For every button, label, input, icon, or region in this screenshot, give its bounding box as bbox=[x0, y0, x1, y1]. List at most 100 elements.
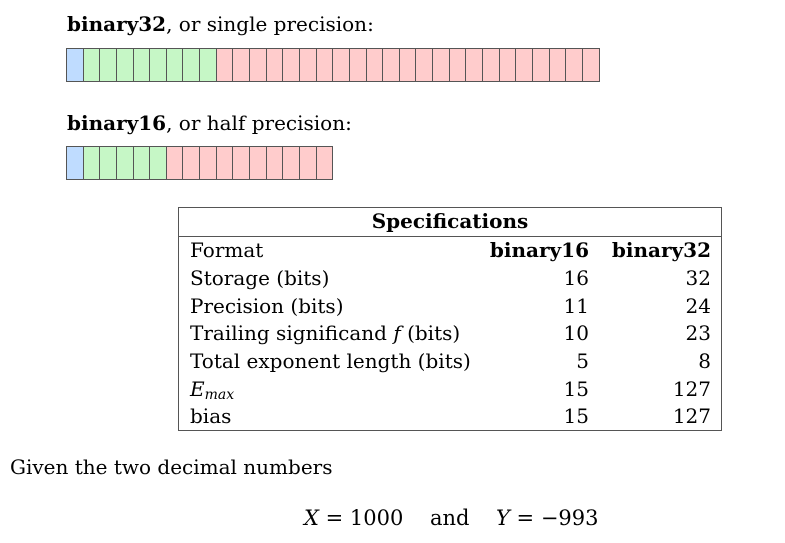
fraction-bit bbox=[515, 48, 533, 82]
fraction-bit bbox=[348, 48, 367, 82]
row-label: Trailing significand f (bits) bbox=[190, 319, 460, 347]
fraction-bit bbox=[581, 48, 600, 82]
sign-bit bbox=[66, 48, 84, 82]
binary32-label: binary32 bbox=[67, 12, 167, 36]
row-binary32-value: 24 bbox=[685, 294, 711, 318]
fraction-bit bbox=[382, 48, 400, 82]
fraction-bit bbox=[398, 48, 417, 82]
subscript-max: max bbox=[204, 387, 235, 403]
fraction-bit bbox=[282, 48, 300, 82]
label-text: Trailing significand bbox=[190, 321, 394, 345]
row-binary16-value: 10 bbox=[563, 321, 589, 345]
exponent-bit bbox=[115, 146, 134, 180]
binary32-heading: binary32, or single precision: bbox=[67, 12, 374, 36]
exponent-bit bbox=[165, 48, 184, 82]
fraction-bit bbox=[249, 48, 267, 82]
fraction-bit bbox=[282, 146, 300, 180]
exponent-bit bbox=[132, 48, 151, 82]
row-binary32-value: 23 bbox=[685, 321, 711, 345]
exponent-bit bbox=[115, 48, 134, 82]
fraction-bit bbox=[531, 48, 550, 82]
row-binary32-value: 127 bbox=[672, 404, 711, 428]
fraction-bit bbox=[165, 146, 184, 180]
header-binary16: binary16 bbox=[489, 238, 589, 262]
fraction-bit bbox=[332, 48, 350, 82]
fraction-bit bbox=[232, 146, 251, 180]
fraction-bit bbox=[565, 48, 583, 82]
label-text: (bits) bbox=[400, 321, 461, 345]
fraction-bit bbox=[432, 48, 450, 82]
exponent-bit bbox=[99, 48, 117, 82]
y-value: = −993 bbox=[509, 506, 599, 530]
header-format: Format bbox=[190, 238, 264, 262]
table-row: Trailing significand f (bits) 10 23 bbox=[179, 319, 721, 347]
header-binary32: binary32 bbox=[611, 238, 711, 262]
exponent-bit bbox=[82, 146, 101, 180]
row-label: bias bbox=[190, 404, 232, 428]
fraction-bit bbox=[215, 48, 234, 82]
table-header-row: Format binary16 binary32 bbox=[179, 236, 721, 264]
intro-text: Given the two decimal numbers bbox=[10, 455, 333, 479]
fraction-bit bbox=[448, 48, 467, 82]
x-value: = 1000 bbox=[318, 506, 404, 530]
fraction-bit bbox=[465, 48, 484, 82]
exponent-bit bbox=[199, 48, 217, 82]
table-title: Specifications bbox=[371, 209, 529, 233]
sign-bit bbox=[66, 146, 84, 180]
equation-y: Y = −993 bbox=[496, 505, 599, 531]
fraction-bit bbox=[232, 48, 251, 82]
binary32-bit-diagram bbox=[66, 48, 600, 82]
row-binary16-value: 15 bbox=[563, 377, 589, 401]
variable-e: E bbox=[190, 377, 205, 401]
row-binary16-value: 11 bbox=[563, 294, 589, 318]
binary16-label: binary16 bbox=[67, 111, 167, 135]
fraction-bit bbox=[482, 48, 500, 82]
fraction-bit bbox=[249, 146, 267, 180]
variable-f: f bbox=[393, 321, 401, 345]
row-label: Emax bbox=[190, 375, 234, 409]
exponent-bit bbox=[99, 146, 117, 180]
table-row: Precision (bits) 11 24 bbox=[179, 292, 721, 320]
row-binary16-value: 15 bbox=[563, 404, 589, 428]
fraction-bit bbox=[315, 146, 334, 180]
fraction-bit bbox=[215, 146, 234, 180]
exponent-bit bbox=[182, 48, 201, 82]
equation-x: X = 1000 bbox=[304, 505, 403, 531]
fraction-bit bbox=[298, 48, 317, 82]
binary32-desc: , or single precision: bbox=[166, 12, 374, 36]
row-binary32-value: 8 bbox=[698, 349, 711, 373]
exponent-bit bbox=[149, 146, 167, 180]
equation-and: and bbox=[430, 506, 470, 530]
fraction-bit bbox=[498, 48, 517, 82]
row-binary16-value: 16 bbox=[563, 266, 589, 290]
fraction-bit bbox=[265, 146, 284, 180]
fraction-bit bbox=[265, 48, 284, 82]
table-row: Total exponent length (bits) 5 8 bbox=[179, 347, 721, 375]
row-binary16-value: 5 bbox=[576, 349, 589, 373]
table-row: Emax 15 127 bbox=[179, 375, 721, 403]
binary16-bit-diagram bbox=[66, 146, 334, 180]
row-label: Precision (bits) bbox=[190, 294, 344, 318]
binary16-desc: , or half precision: bbox=[166, 111, 352, 135]
exponent-bit bbox=[149, 48, 167, 82]
table-row: Storage (bits) 16 32 bbox=[179, 264, 721, 292]
fraction-bit bbox=[365, 48, 384, 82]
fraction-bit bbox=[182, 146, 201, 180]
fraction-bit bbox=[199, 146, 217, 180]
exponent-bit bbox=[132, 146, 151, 180]
row-label: Storage (bits) bbox=[190, 266, 330, 290]
variable-x: X bbox=[304, 506, 319, 530]
fraction-bit bbox=[315, 48, 334, 82]
variable-y: Y bbox=[496, 506, 510, 530]
fraction-bit bbox=[548, 48, 567, 82]
table-title-rule bbox=[179, 236, 721, 237]
row-binary32-value: 32 bbox=[685, 266, 711, 290]
row-label: Total exponent length (bits) bbox=[190, 349, 471, 373]
fraction-bit bbox=[298, 146, 317, 180]
binary16-heading: binary16, or half precision: bbox=[67, 111, 352, 135]
exponent-bit bbox=[82, 48, 101, 82]
specifications-table: Specifications Format binary16 binary32 … bbox=[178, 207, 722, 431]
table-row: bias 15 127 bbox=[179, 402, 721, 430]
row-binary32-value: 127 bbox=[672, 377, 711, 401]
fraction-bit bbox=[415, 48, 434, 82]
